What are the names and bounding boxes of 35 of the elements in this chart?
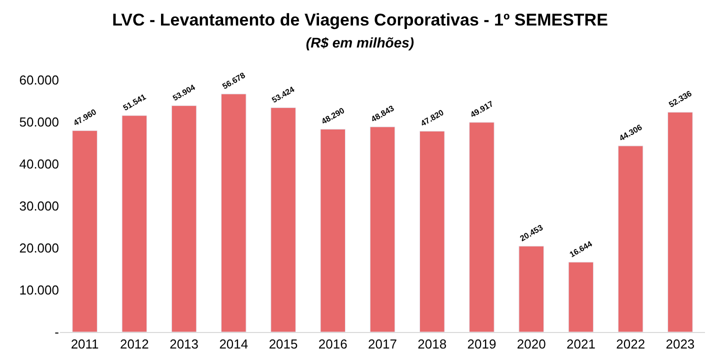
x-tick-label: 2011 bbox=[70, 336, 99, 352]
chart-subtitle: (R$ em milhões) bbox=[306, 34, 414, 51]
y-tick-label: 30.000 bbox=[19, 198, 59, 214]
x-tick-label: 2021 bbox=[566, 336, 596, 352]
bar bbox=[419, 130, 445, 332]
bar bbox=[469, 122, 494, 332]
bar bbox=[122, 115, 148, 332]
x-tick-label: 2023 bbox=[666, 336, 695, 352]
bar bbox=[320, 128, 346, 332]
x-tick-label: 2016 bbox=[318, 336, 348, 352]
x-tick-label: 2014 bbox=[219, 336, 248, 352]
x-tick-label: 2022 bbox=[616, 336, 646, 352]
bar bbox=[72, 130, 98, 332]
x-tick-label: 2012 bbox=[120, 336, 149, 352]
y-tick-label: 50.000 bbox=[19, 114, 59, 130]
chart-title: LVC - Levantamento de Viagens Corporativas - 1º SEMESTRE bbox=[112, 10, 608, 30]
y-tick-label: 10.000 bbox=[19, 282, 59, 298]
y-tick-label: 40.000 bbox=[19, 156, 59, 172]
x-tick-label: 2018 bbox=[418, 336, 447, 352]
x-tick-label: 2015 bbox=[268, 336, 298, 352]
bar bbox=[618, 146, 644, 332]
y-tick-label: 60.000 bbox=[19, 72, 59, 88]
x-tick-label: 2020 bbox=[516, 336, 546, 352]
y-tick-label: - bbox=[54, 324, 59, 340]
bar bbox=[171, 105, 197, 332]
bar bbox=[668, 112, 693, 332]
bar bbox=[370, 126, 396, 332]
bar bbox=[518, 246, 544, 332]
x-tick-label: 2019 bbox=[467, 336, 496, 352]
y-tick-label: 20.000 bbox=[19, 240, 59, 256]
x-tick-label: 2013 bbox=[170, 336, 198, 352]
bar bbox=[221, 94, 246, 332]
bar bbox=[568, 262, 594, 332]
x-tick-label: 2017 bbox=[368, 336, 397, 352]
bar bbox=[270, 107, 296, 332]
